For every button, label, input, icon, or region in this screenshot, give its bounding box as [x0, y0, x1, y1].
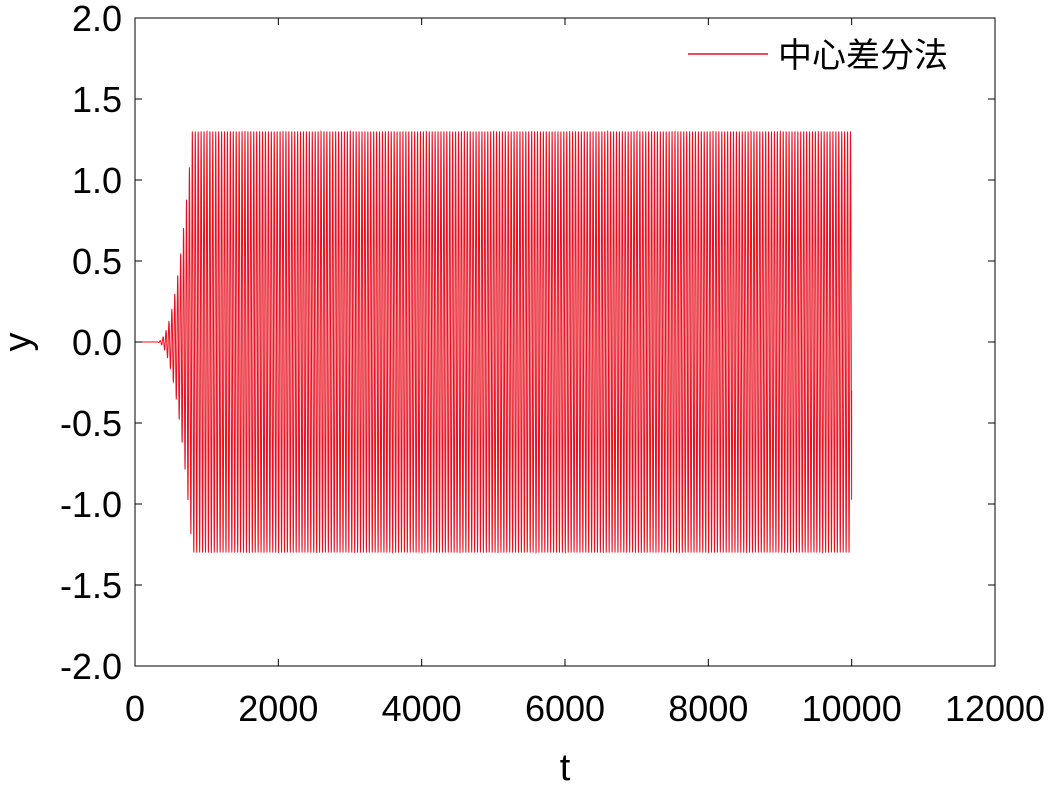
x-tick-label: 6000 [525, 688, 605, 729]
y-tick-label: 1.0 [72, 160, 122, 201]
y-tick-label: -2.0 [60, 646, 122, 687]
y-tick-label: -1.5 [60, 565, 122, 606]
y-tick-label: 0.0 [72, 322, 122, 363]
y-tick-label: -1.0 [60, 484, 122, 525]
y-tick-label: 2.0 [72, 0, 122, 39]
x-tick-label: 10000 [802, 688, 902, 729]
x-tick-label: 0 [125, 688, 145, 729]
y-tick-label: 1.5 [72, 79, 122, 120]
x-tick-label: 4000 [382, 688, 462, 729]
x-axis-label: t [560, 747, 571, 785]
x-tick-label: 2000 [238, 688, 318, 729]
y-axis-label: y [0, 333, 39, 352]
y-tick-label: 0.5 [72, 241, 122, 282]
legend-label: 中心差分法 [778, 36, 948, 76]
series-layer [135, 130, 853, 554]
x-tick-label: 12000 [945, 688, 1045, 729]
y-tick-label: -0.5 [60, 403, 122, 444]
ticks-layer: 0 2000 4000 6000 8000 10000 12000 -2.0 -1.5 -1.0 -… [60, 0, 1045, 729]
legend: 中心差分法 [688, 36, 948, 76]
series-line [135, 130, 853, 554]
x-tick-label: 8000 [668, 688, 748, 729]
